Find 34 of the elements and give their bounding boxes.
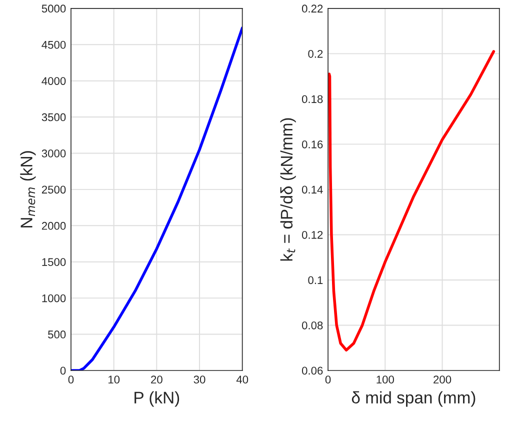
y-tick-label: 500	[48, 330, 66, 338]
line-series	[70, 26, 242, 370]
y-tick-label: 0	[60, 366, 66, 375]
y-tick-label: 5000	[42, 4, 66, 13]
x-tick-label: 0	[325, 376, 331, 384]
y-tick-label: 1500	[42, 258, 66, 266]
x-axis-title: P (kN)	[134, 391, 180, 407]
x-tick-label: 40	[236, 376, 248, 384]
x-tick-label: 100	[376, 376, 394, 384]
y-axis-title: k$_{t}$ = dP/dδ (kN/mm)	[280, 118, 296, 261]
y-tick-label: 1000	[42, 294, 66, 302]
x-axis-title: δ mid span (mm)	[352, 391, 476, 407]
y-tick-label: 2500	[42, 186, 66, 194]
y-tick-label: 0.08	[302, 321, 323, 330]
y-tick-label: 0.14	[302, 186, 323, 194]
y-tick-label: 2000	[42, 222, 66, 230]
x-tick-label: 200	[434, 376, 452, 384]
y-tick-label: 0.12	[302, 230, 323, 239]
y-axis-title: N$_{mem}$ (kN)	[20, 151, 36, 228]
y-tick-label: 3500	[42, 113, 66, 122]
line-series	[328, 50, 496, 352]
y-tick-label: 0.06	[302, 366, 323, 375]
y-tick-label: 0.18	[302, 95, 323, 104]
x-tick-label: 30	[194, 376, 206, 384]
y-tick-label: 0.22	[302, 4, 323, 13]
y-tick-label: 0.1	[308, 276, 323, 284]
y-tick-label: 4500	[42, 40, 66, 49]
y-tick-label: 4000	[42, 77, 66, 85]
y-tick-label: 3000	[42, 150, 66, 158]
x-tick-label: 0	[68, 376, 74, 384]
x-tick-label: 10	[108, 376, 120, 384]
x-tick-label: 20	[151, 376, 162, 384]
y-tick-label: 0.2	[308, 50, 323, 58]
y-tick-label: 0.16	[302, 140, 323, 148]
